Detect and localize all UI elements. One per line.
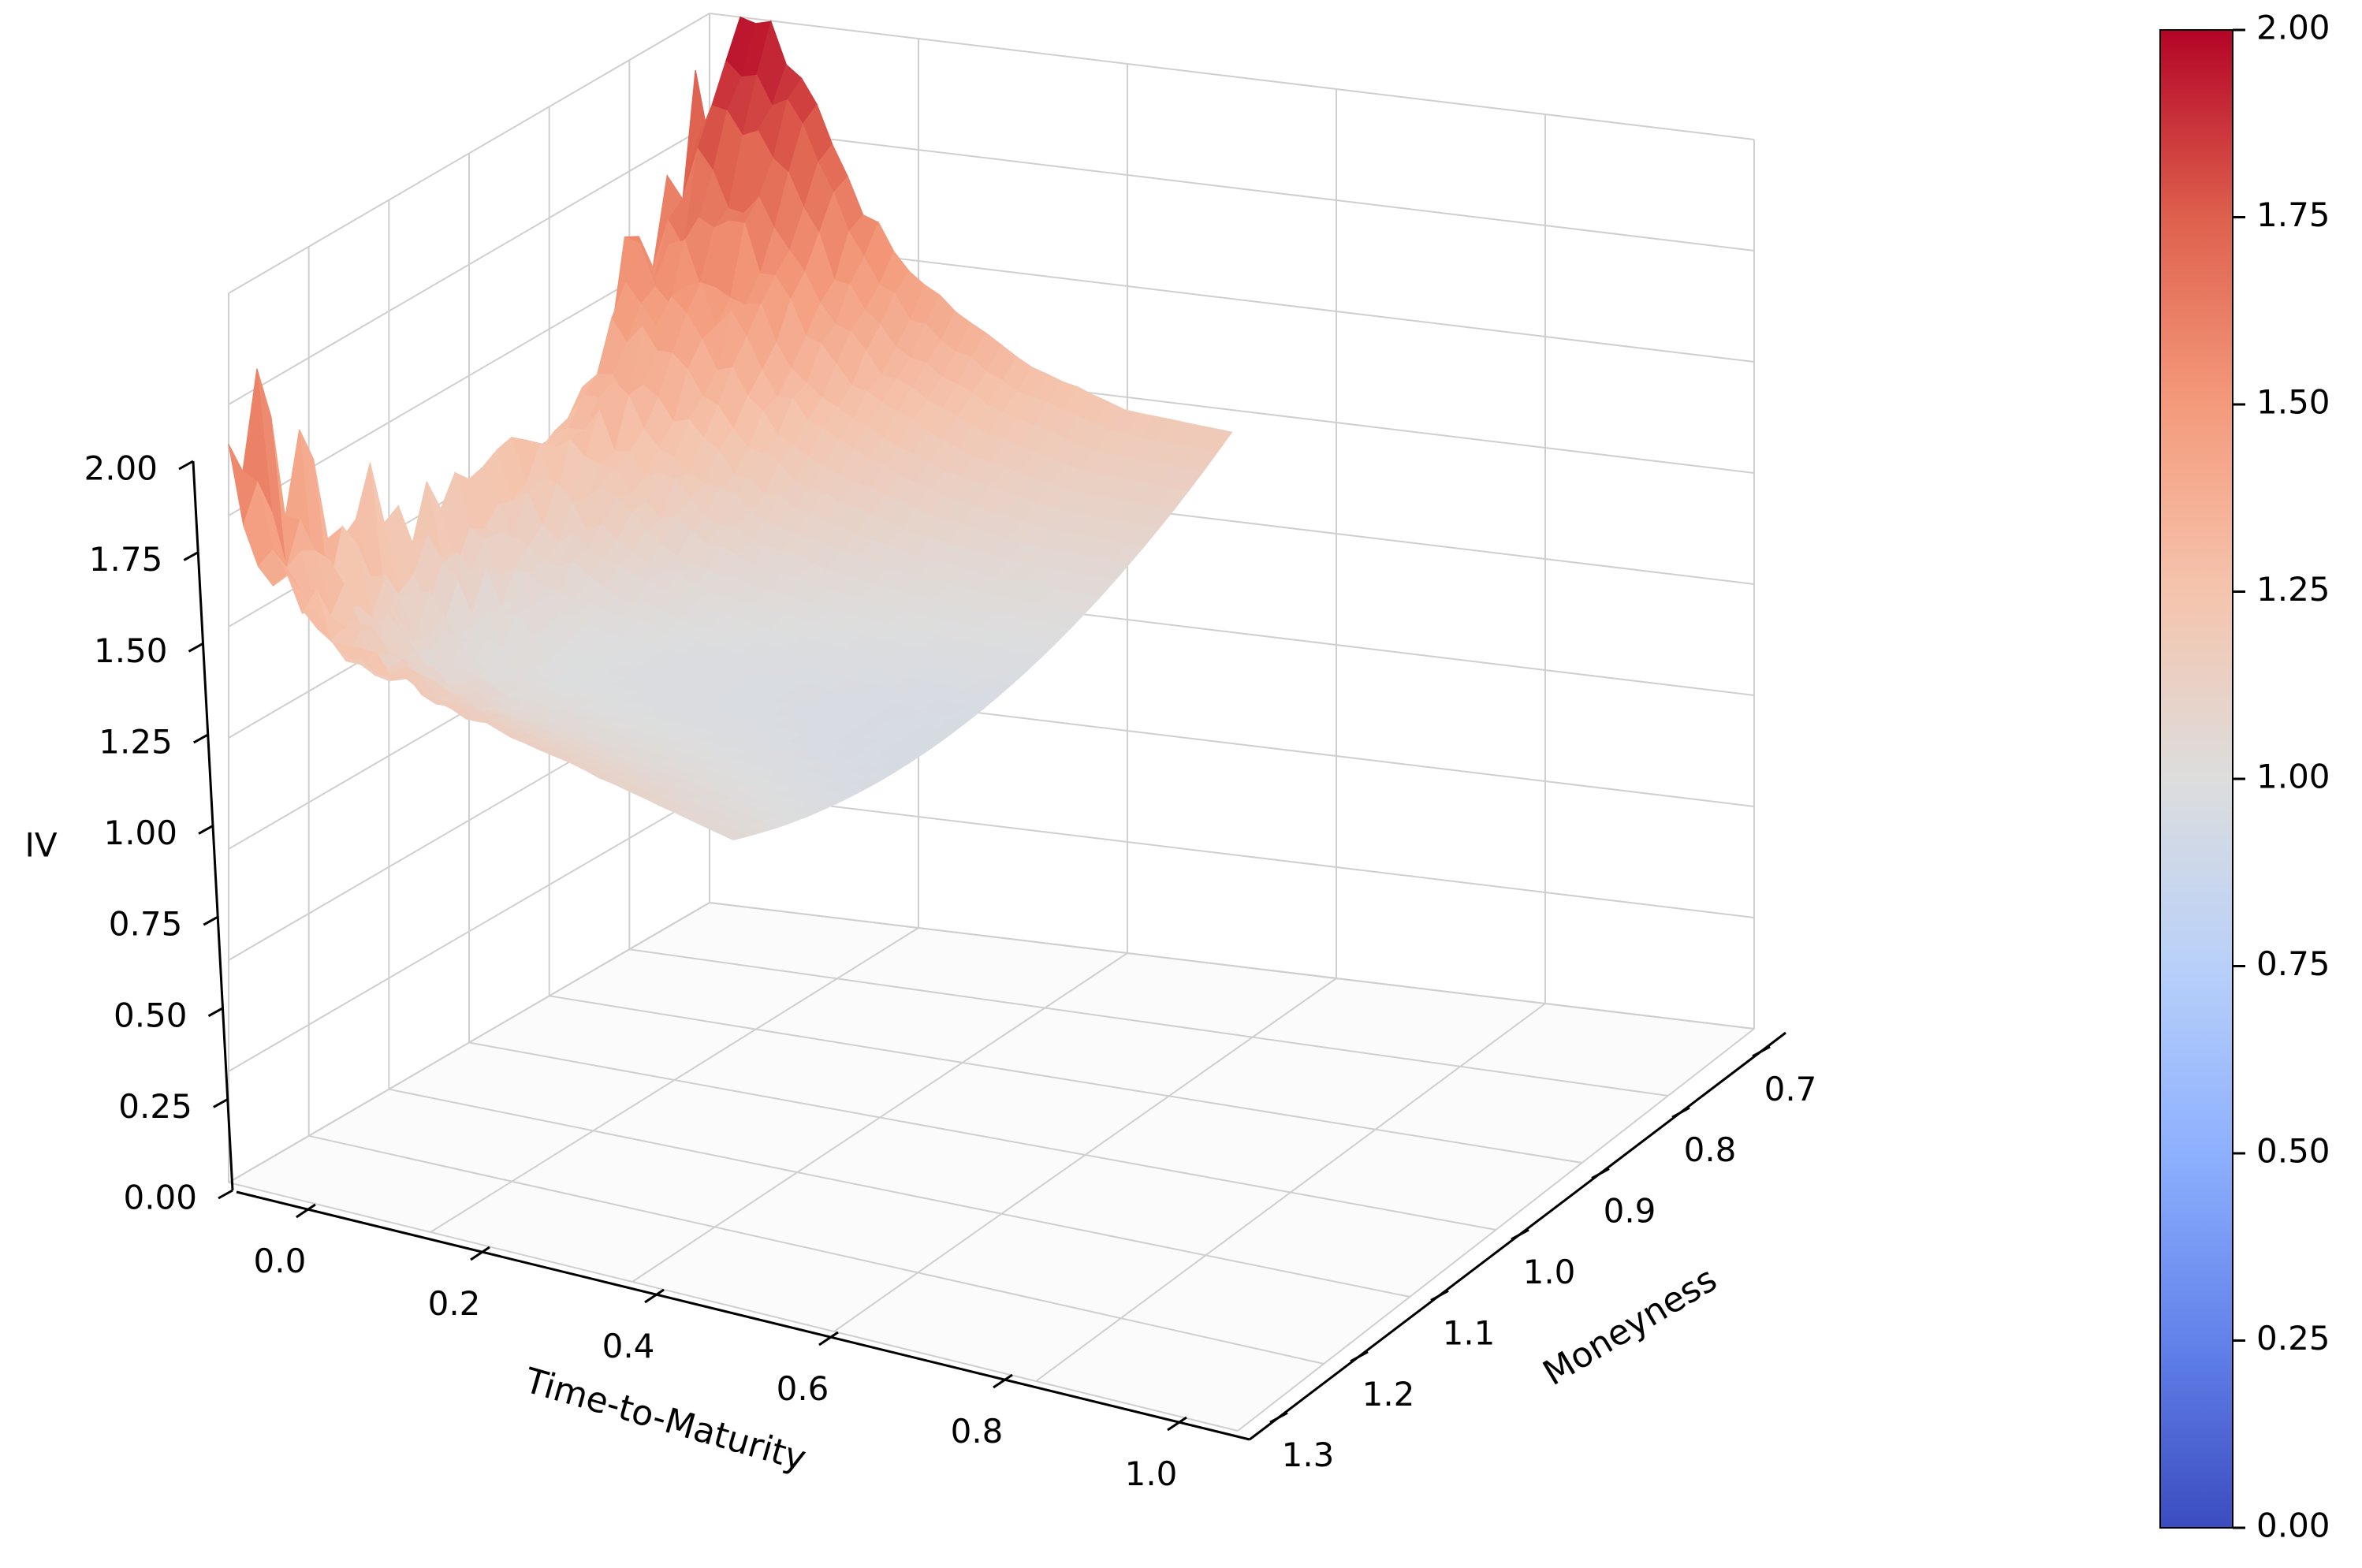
surface-cell (717, 829, 750, 841)
y-tick-label: 0.8 (1684, 1130, 1737, 1169)
grid-line (228, 791, 710, 1072)
y-tick-label: 1.1 (1443, 1313, 1496, 1352)
z-tick (183, 551, 199, 561)
floor-pane (229, 903, 1754, 1431)
x-tick (1167, 1416, 1187, 1432)
grid-line (228, 902, 710, 1183)
colorbar: 0.00 0.25 0.50 0.75 1.00 1.25 1.50 1.75 2.00 (2159, 9, 2330, 1545)
z-tick-label: 1.75 (89, 540, 163, 579)
y-tick (1591, 1168, 1610, 1179)
z-tick (188, 642, 204, 653)
axes-panes (229, 903, 1754, 1431)
x-tick-label: 0.2 (428, 1284, 481, 1323)
colorbar-tick-label: 1.00 (2256, 758, 2330, 796)
y-tick-label: 0.9 (1604, 1192, 1656, 1231)
colorbar-tick-label: 2.00 (2256, 9, 2330, 47)
y-tick-label: 1.3 (1282, 1436, 1335, 1474)
z-tick (193, 733, 209, 744)
x-tick-label: 0.0 (254, 1242, 307, 1280)
axes: 0.00 0.25 0.50 0.75 1.00 1.25 1.50 1.75 2.00 0.0 0… (84, 449, 1816, 1494)
z-tick (218, 1189, 233, 1200)
colorbar-tick-label: 1.25 (2256, 570, 2330, 609)
grid-line (228, 1182, 1239, 1432)
x-tick-label: 0.6 (777, 1369, 829, 1408)
y-tick-label: 1.2 (1362, 1375, 1415, 1413)
grid-line (389, 1088, 1410, 1298)
z-tick (203, 915, 219, 926)
x-tick (470, 1246, 490, 1261)
grid-line (709, 13, 1755, 140)
colorbar-tick-label: 1.75 (2256, 196, 2330, 234)
grid-line (228, 13, 710, 294)
grid-line (549, 995, 1582, 1164)
y-tick-label: 1.0 (1523, 1253, 1576, 1291)
z-tick-label: 2.00 (84, 449, 158, 488)
x-tick-label: 0.8 (951, 1412, 1004, 1451)
colorbar-tick-label: 0.75 (2256, 944, 2330, 983)
z-tick (207, 1007, 224, 1018)
z-tick-label: 0.25 (118, 1087, 192, 1126)
x-axis-line (236, 1190, 1250, 1441)
grid-line (468, 1041, 1496, 1231)
z-tick-label: 0.50 (114, 996, 188, 1034)
grid-line (709, 124, 1755, 251)
iv-surface (228, 16, 1233, 841)
z-tick (198, 825, 214, 835)
x-tick (296, 1203, 316, 1219)
y-tick-label: 0.7 (1764, 1070, 1817, 1108)
grid-line (629, 948, 1668, 1097)
x-axis-label: Time-to-Maturity (520, 1361, 810, 1480)
colorbar-tick-label: 0.25 (2256, 1319, 2330, 1358)
grid-line (308, 1134, 1324, 1365)
x-tick (818, 1331, 839, 1346)
colorbar-tick-label: 0.00 (2256, 1507, 2330, 1545)
y-tick (1752, 1045, 1771, 1058)
z-tick-label: 0.00 (123, 1179, 197, 1217)
colorbar-gradient (2159, 29, 2233, 1529)
x-tick (993, 1373, 1013, 1389)
z-tick-label: 1.00 (103, 814, 177, 852)
z-tick-label: 1.25 (99, 722, 173, 761)
y-tick (1350, 1350, 1369, 1363)
colorbar-tick-label: 1.50 (2256, 383, 2330, 422)
colorbar-tick-label: 0.50 (2256, 1132, 2330, 1171)
y-tick (1671, 1106, 1690, 1119)
grid-line (228, 124, 710, 405)
z-tick (178, 460, 194, 471)
y-tick (1430, 1290, 1449, 1302)
grid-line (709, 902, 1755, 1030)
x-tick-label: 1.0 (1125, 1454, 1178, 1493)
z-tick-label: 1.50 (94, 631, 168, 670)
z-tick (213, 1098, 229, 1108)
grid-line (709, 791, 1755, 918)
y-tick (1511, 1228, 1529, 1241)
x-tick (644, 1288, 665, 1304)
z-axis-label: IV (24, 826, 57, 865)
x-tick-label: 0.4 (602, 1327, 655, 1365)
y-tick (1269, 1411, 1288, 1424)
z-tick-label: 0.75 (109, 905, 183, 944)
